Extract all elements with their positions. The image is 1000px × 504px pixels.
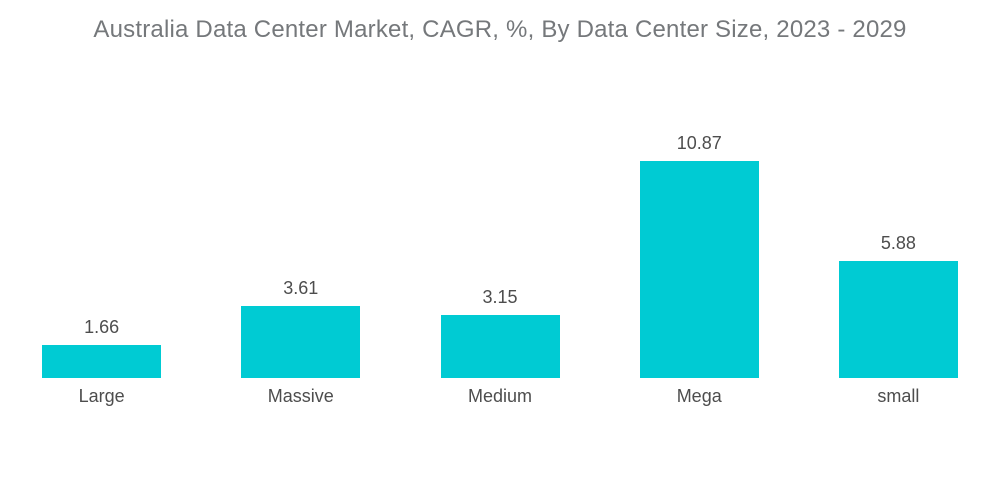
bar-massive xyxy=(241,306,361,378)
value-label-massive: 3.61 xyxy=(283,278,319,298)
bar-mega xyxy=(639,161,759,378)
value-label-large: 1.66 xyxy=(84,317,120,337)
value-label-mega: 10.87 xyxy=(676,133,722,153)
x-label-small: small xyxy=(877,386,920,406)
chart-title: Australia Data Center Market, CAGR, %, B… xyxy=(93,16,907,43)
bar-medium xyxy=(440,315,560,378)
x-axis-labels: Large Massive Medium Mega small xyxy=(2,386,998,407)
bar-group-medium: 3.15 xyxy=(400,288,599,378)
bar-large xyxy=(42,345,162,378)
x-label-massive: Massive xyxy=(267,386,334,406)
bar-group-mega: 10.87 xyxy=(600,134,799,378)
plot-area: 1.66 3.61 3.15 10.87 5.88 xyxy=(2,78,998,378)
bar-group-small: 5.88 xyxy=(799,234,998,378)
value-label-medium: 3.15 xyxy=(482,287,518,307)
x-label-large: Large xyxy=(78,386,125,406)
x-label-mega: Mega xyxy=(676,386,722,406)
x-label-medium: Medium xyxy=(467,386,533,406)
bar-small xyxy=(838,261,958,378)
bar-group-large: 1.66 xyxy=(2,318,201,378)
value-label-small: 5.88 xyxy=(880,233,916,253)
bar-group-massive: 3.61 xyxy=(201,279,400,378)
